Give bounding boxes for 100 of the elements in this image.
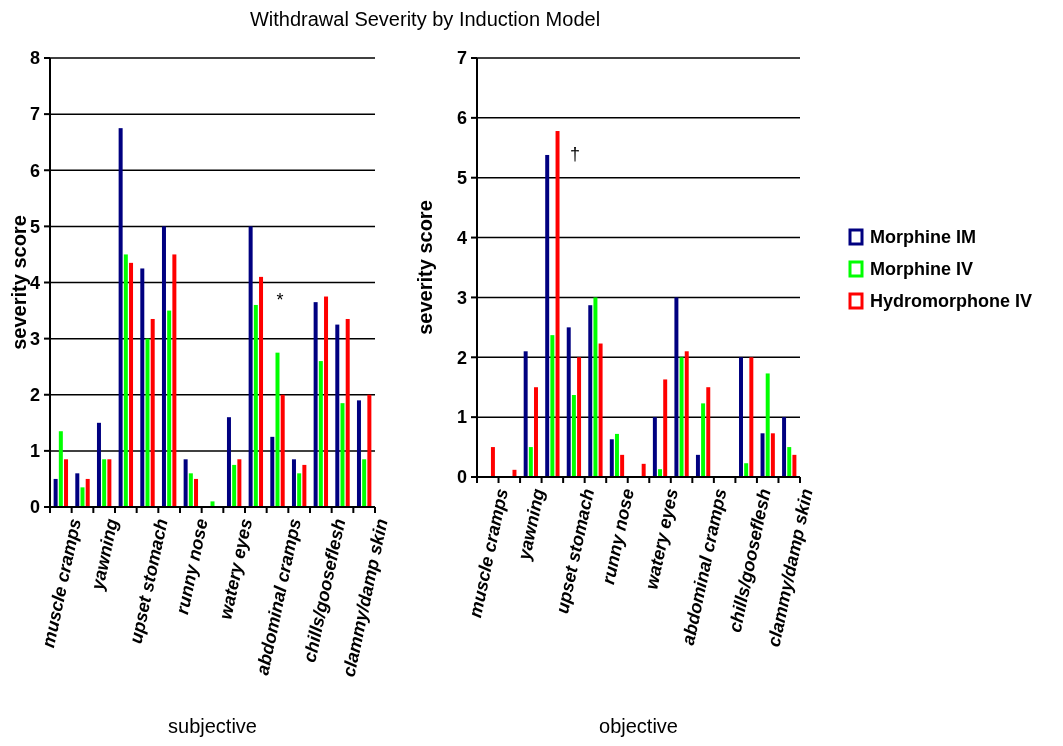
- x-tick-label: upset stomach: [125, 516, 172, 646]
- y-tick-label: 0: [29, 497, 40, 518]
- bar: [652, 417, 657, 477]
- bar: [345, 318, 350, 507]
- bar: [150, 318, 155, 507]
- bar: [792, 454, 797, 477]
- y-tick-label: 6: [456, 108, 467, 129]
- bar: [335, 324, 340, 507]
- bar: [123, 254, 128, 507]
- bar: [760, 433, 765, 477]
- bar: [593, 297, 598, 477]
- bar: [302, 464, 307, 507]
- y-axis-title: severity score: [414, 200, 436, 335]
- bar: [129, 262, 134, 507]
- annotation: †: [569, 144, 581, 164]
- bar: [679, 357, 684, 477]
- bar: [275, 352, 280, 507]
- bar: [695, 454, 700, 477]
- bar: [237, 459, 242, 507]
- bar: [523, 351, 528, 477]
- y-tick-label: 2: [29, 385, 40, 406]
- bar: [291, 459, 296, 507]
- bar: [248, 226, 253, 507]
- y-tick-label: 0: [456, 467, 467, 488]
- y-tick-label: 3: [29, 328, 40, 349]
- bar: [620, 454, 625, 477]
- bar: [280, 394, 285, 507]
- bar: [183, 459, 188, 507]
- bar: [313, 302, 318, 507]
- x-axis-title: objective: [599, 715, 678, 737]
- y-axis-title: severity score: [8, 215, 30, 350]
- bar: [210, 501, 215, 507]
- bar: [706, 387, 711, 477]
- bar: [534, 387, 538, 477]
- legend-label: Morphine IV: [870, 259, 973, 280]
- bar: [550, 335, 555, 477]
- bar: [64, 459, 69, 507]
- x-tick-label: muscle cramps: [465, 486, 512, 620]
- bar: [145, 338, 150, 507]
- bar: [259, 276, 264, 507]
- bar: [96, 422, 101, 507]
- bar: [58, 431, 63, 507]
- y-tick-label: 4: [456, 227, 467, 248]
- bar: [297, 473, 302, 507]
- bar: [528, 447, 533, 477]
- y-tick-label: 4: [29, 272, 40, 293]
- bar: [340, 403, 345, 507]
- x-tick-label: muscle cramps: [38, 516, 86, 650]
- bar: [356, 400, 361, 507]
- bar: [663, 379, 668, 477]
- y-tick-label: 7: [456, 48, 467, 69]
- bar: [194, 478, 199, 507]
- y-tick-label: 5: [29, 216, 40, 237]
- bar: [545, 154, 550, 477]
- bar: [598, 343, 603, 477]
- text: Withdrawal Severity by Induction Model: [249, 8, 601, 30]
- bar: [75, 473, 80, 507]
- bar: [102, 459, 107, 507]
- bar: [571, 395, 576, 477]
- bar: [188, 473, 193, 507]
- bar: [270, 436, 275, 507]
- bar: [641, 463, 646, 477]
- bar: [765, 373, 770, 477]
- bar: [749, 357, 754, 477]
- x-tick-label: yawning: [513, 486, 549, 563]
- bar: [80, 487, 85, 507]
- y-tick-label: 8: [29, 48, 40, 69]
- bar: [684, 351, 689, 477]
- x-tick-label: upset stomach: [552, 486, 599, 616]
- bar: [367, 394, 372, 507]
- bar: [85, 478, 90, 507]
- bar: [770, 433, 775, 477]
- bar: [701, 403, 706, 477]
- bar: [324, 296, 329, 507]
- y-tick-label: 1: [29, 441, 40, 462]
- y-tick-label: 7: [29, 104, 40, 125]
- bar: [118, 128, 123, 507]
- bar: [588, 305, 593, 477]
- legend-label: Morphine IM: [870, 227, 976, 248]
- y-tick-label: 6: [29, 160, 40, 181]
- y-tick-label: 3: [456, 287, 467, 308]
- bar: [566, 327, 571, 477]
- bar: [782, 417, 787, 477]
- bar: [739, 357, 743, 477]
- y-tick-label: 2: [456, 347, 467, 368]
- x-axis-title: subjective: [168, 715, 257, 737]
- x-tick-label: yawning: [87, 516, 122, 593]
- y-tick-label: 5: [456, 168, 467, 189]
- bar: [490, 447, 495, 477]
- y-tick-label: 1: [456, 407, 467, 428]
- bar: [140, 268, 145, 507]
- bar: [674, 297, 679, 477]
- bar: [107, 459, 112, 507]
- bar: [232, 464, 237, 507]
- bar: [172, 254, 177, 507]
- bar: [362, 459, 367, 507]
- bar: [53, 478, 58, 507]
- bar: [318, 361, 323, 507]
- bar: [787, 447, 792, 477]
- bar: [161, 226, 166, 507]
